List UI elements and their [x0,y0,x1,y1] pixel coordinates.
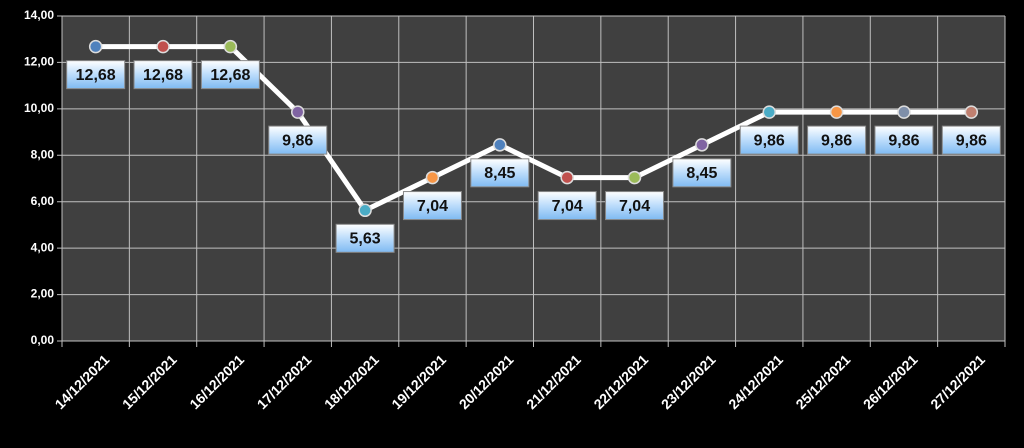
y-tick-label: 10,00 [24,101,54,115]
y-tick-label: 14,00 [24,8,54,22]
marker [156,39,170,54]
data-label: 9,86 [888,132,919,149]
marker [223,39,238,54]
y-tick-label: 12,00 [24,55,54,69]
line [95,44,972,213]
x-tick-label: 16/12/2021 [186,351,247,412]
marker [829,105,844,119]
data-label: 5,63 [350,231,381,248]
x-tick-label: 14/12/2021 [52,351,113,412]
data-label-box [605,191,665,221]
y-tick-label: 2,00 [31,287,55,301]
data-label: 8,45 [484,165,515,182]
marker [493,138,507,152]
data-label-box [874,125,934,155]
marker [695,138,709,152]
data-label-box [335,223,395,253]
data-label-box [402,191,462,221]
y-tick-label: 4,00 [31,240,55,254]
data-label-box [470,158,530,188]
data-label: 7,04 [619,198,650,215]
data-label: 12,68 [76,67,116,84]
data-label-box [133,60,193,90]
data-label: 7,04 [417,198,448,215]
x-tick-label: 27/12/2021 [927,351,988,412]
y-tick-label: 6,00 [31,194,55,208]
data-label-box [200,60,260,90]
x-tick-label: 15/12/2021 [119,351,180,412]
x-tick-label: 17/12/2021 [254,351,315,412]
marker [627,170,642,185]
data-label: 9,86 [956,132,987,149]
x-tick-label: 22/12/2021 [590,351,651,412]
data-label: 8,45 [686,165,717,182]
x-tick-label: 26/12/2021 [860,351,921,412]
marker [560,170,574,185]
data-label: 9,86 [821,132,852,149]
x-tick-label: 19/12/2021 [388,351,449,412]
data-label: 9,86 [282,132,313,149]
marker [425,170,440,185]
x-tick-label: 20/12/2021 [456,351,517,412]
data-label: 12,68 [210,67,250,84]
data-label: 9,86 [754,132,785,149]
marker [897,105,911,119]
marker [762,105,776,119]
data-label-box [268,125,328,155]
x-tick-label: 21/12/2021 [523,351,584,412]
data-label-box [672,158,732,188]
data-label: 7,04 [552,198,583,215]
data-label-box [941,125,1001,155]
data-label-box [739,125,799,155]
marker [88,39,103,54]
data-label-box [66,60,126,90]
data-label-box [807,125,867,155]
marker [291,105,305,119]
x-tick-label: 25/12/2021 [792,351,853,412]
x-tick-label: 23/12/2021 [658,351,719,412]
marker [358,203,372,218]
x-tick-label: 18/12/2021 [321,351,382,412]
y-tick-label: 8,00 [31,147,55,161]
data-label: 12,68 [143,67,183,84]
x-tick-label: 24/12/2021 [725,351,786,412]
data-label-box [537,191,597,221]
marker [964,105,979,119]
y-tick-label: 0,00 [31,333,55,347]
